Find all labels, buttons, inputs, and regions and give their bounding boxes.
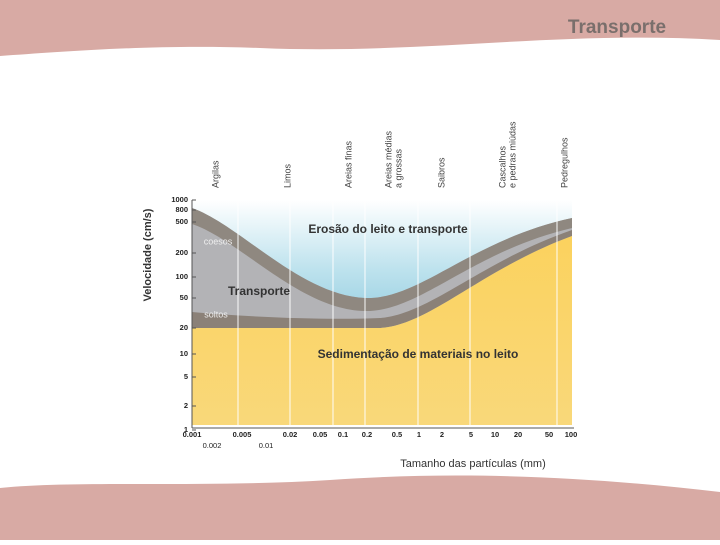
y-tick-label: 1 bbox=[184, 425, 188, 434]
y-tick-label: 5 bbox=[184, 372, 188, 381]
class-label: Areias finas bbox=[343, 140, 353, 188]
y-tick-label: 500 bbox=[175, 217, 188, 226]
x-tick-label: 5 bbox=[469, 430, 473, 439]
y-axis-label: Velocidade (cm/s) bbox=[142, 208, 154, 301]
erosion-band bbox=[192, 208, 572, 312]
x-tick-label: 20 bbox=[514, 430, 522, 439]
top-band bbox=[0, 0, 720, 56]
class-label: Argilas bbox=[210, 160, 220, 188]
x-tick-label: 0.001 bbox=[183, 430, 202, 439]
loose-band bbox=[192, 230, 572, 328]
class-label: Pedregulhos bbox=[559, 137, 569, 188]
y-tick-label: 10 bbox=[180, 349, 188, 358]
x-tick-label: 2 bbox=[440, 430, 444, 439]
class-label: a grossas bbox=[393, 148, 403, 188]
y-tick-label: 20 bbox=[180, 323, 188, 332]
x-tick-label: 50 bbox=[545, 430, 553, 439]
class-label: Areias médias bbox=[383, 130, 393, 188]
y-tick-label: 1000 bbox=[171, 195, 188, 204]
x-tick-label: 0.01 bbox=[259, 441, 274, 450]
x-axis-label: Tamanho das partículas (mm) bbox=[400, 458, 546, 470]
x-tick-label: 0.005 bbox=[233, 430, 252, 439]
class-label: e pedras miúdas bbox=[507, 121, 517, 188]
y-tick-label: 50 bbox=[180, 293, 188, 302]
slide-title: Transporte bbox=[568, 17, 666, 38]
y-tick-label: 800 bbox=[175, 205, 188, 214]
region-label: Transporte bbox=[228, 284, 290, 298]
region-label: Sedimentação de materiais no leito bbox=[318, 347, 519, 361]
class-label: Cascalhos bbox=[497, 145, 507, 188]
x-tick-label: 0.1 bbox=[338, 430, 348, 439]
sedimentation-area bbox=[192, 236, 572, 425]
region-label: Erosão do leito e transporte bbox=[308, 222, 468, 236]
x-tick-label: 100 bbox=[565, 430, 578, 439]
y-tick-label: 2 bbox=[184, 401, 188, 410]
x-tick-label: 0.05 bbox=[313, 430, 328, 439]
x-tick-label: 0.5 bbox=[392, 430, 402, 439]
y-tick-label: 200 bbox=[175, 248, 188, 257]
x-tick-label: 0.02 bbox=[283, 430, 298, 439]
y-tick-label: 100 bbox=[175, 272, 188, 281]
x-tick-label: 0.002 bbox=[203, 441, 222, 450]
region-label: soltos bbox=[204, 309, 228, 319]
class-label: Limos bbox=[282, 163, 292, 188]
class-label: Saibros bbox=[436, 157, 446, 188]
diagram: Erosão do leito e transporte coesos Tran… bbox=[142, 200, 574, 470]
x-tick-label: 10 bbox=[491, 430, 499, 439]
bottom-band bbox=[0, 475, 720, 540]
x-tick-label: 0.2 bbox=[362, 430, 372, 439]
region-label: coesos bbox=[204, 236, 233, 246]
x-tick-label: 1 bbox=[417, 430, 421, 439]
